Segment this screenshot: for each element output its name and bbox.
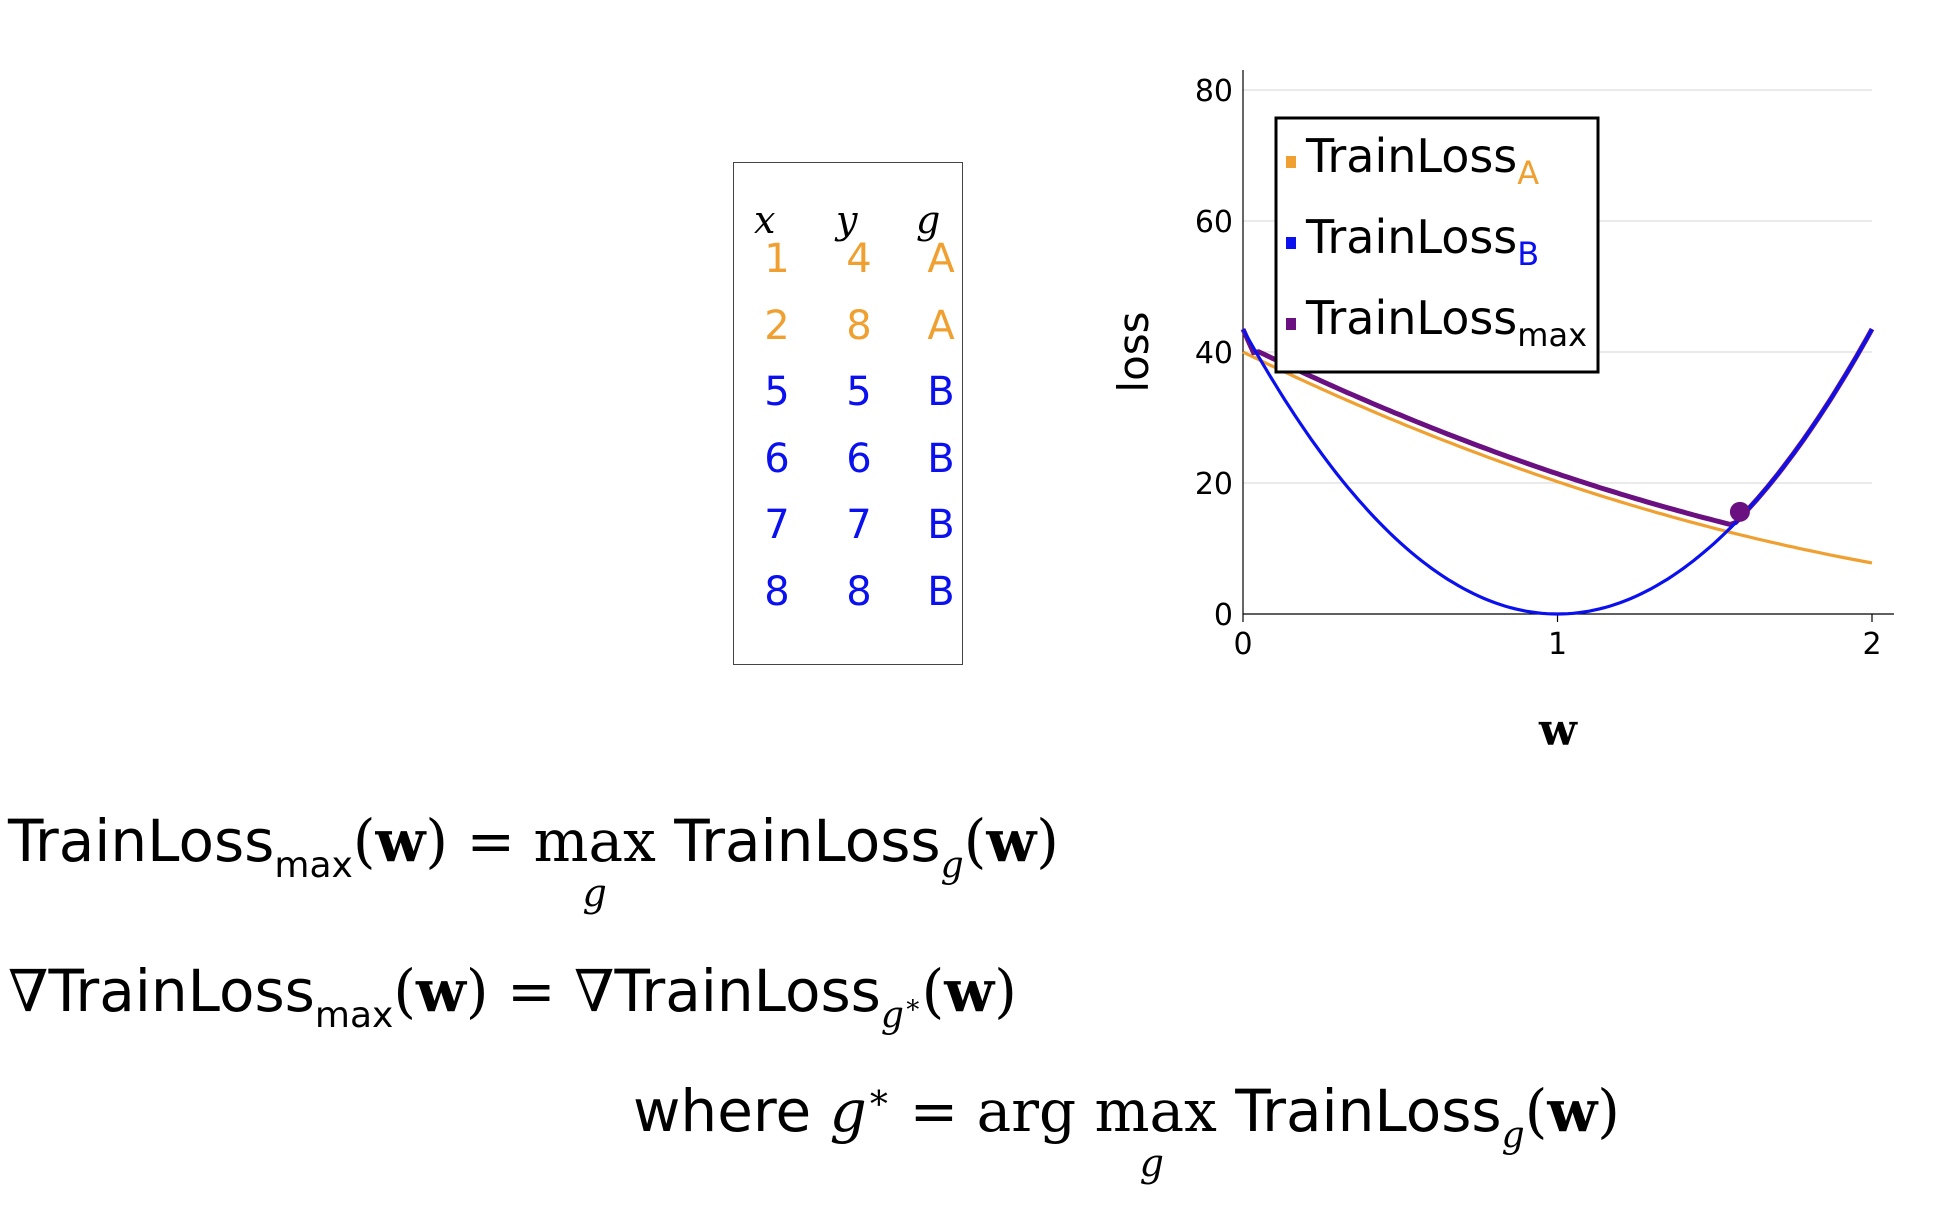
chart-series — [1240, 327, 1875, 616]
series-line-A — [1242, 350, 1873, 565]
nabla-symbol: ∇ — [8, 957, 49, 1025]
table-cell-y: 7 — [846, 502, 872, 548]
y-tick-label: 0 — [1214, 598, 1233, 633]
table-cell-g: B — [927, 502, 955, 548]
legend-label: TrainLossB — [1305, 210, 1539, 273]
chart-legend: TrainLossA TrainLossB TrainLossmax — [1274, 116, 1600, 374]
eq3-arg: w — [1547, 1077, 1598, 1145]
where-label: where — [633, 1077, 812, 1145]
y-tick-label: 40 — [1195, 336, 1233, 371]
table-cell-y: 8 — [846, 302, 872, 349]
eq1-max-op: max — [533, 807, 656, 875]
table-header-y: y — [836, 198, 858, 242]
eq1-arg: w — [375, 807, 426, 875]
eq1-rhs: TrainLoss — [674, 807, 941, 875]
x-tick-label: 0 — [1233, 627, 1252, 662]
legend-swatch — [1286, 318, 1296, 330]
table-cell-x: 2 — [764, 302, 790, 349]
eq2-rhs-arg: w — [944, 957, 995, 1025]
eq1-rhs-arg: w — [986, 807, 1037, 875]
eq1-max-under: g — [582, 871, 607, 915]
equation-gradient: ∇TrainLossmax(w) = ∇TrainLossg∗(w) — [8, 957, 1017, 1036]
x-tick-label: 1 — [1548, 627, 1567, 662]
table-cell-g: A — [927, 236, 955, 282]
eq3-rhs-sub: g — [1501, 1115, 1525, 1156]
table-cell-x: 5 — [764, 369, 790, 415]
table-cell-x: 1 — [764, 236, 790, 282]
table-cell-x: 8 — [764, 568, 790, 615]
equation-max-loss: TrainLossmax(w) = max g TrainLossg(w) — [8, 807, 1059, 915]
eq2-lhs: TrainLoss — [48, 957, 315, 1025]
argmax-under: g — [1139, 1141, 1164, 1185]
eq1-lhs: TrainLoss — [8, 807, 275, 875]
eq2-rhs-sub: g — [880, 995, 904, 1036]
equation-where: where g∗ = arg max g TrainLossg(w) — [633, 1077, 1620, 1185]
table-header-x: x — [754, 198, 776, 242]
eq2-lhs-sub: max — [314, 995, 394, 1036]
y-axis-label: loss — [1109, 311, 1158, 392]
table-cell-y: 6 — [846, 435, 872, 482]
legend-box — [1274, 116, 1600, 374]
argmax-op: arg max — [976, 1077, 1217, 1145]
series-line-B — [1241, 328, 1874, 616]
table-cell-g: A — [927, 302, 955, 349]
gstar-star: ∗ — [866, 1077, 892, 1118]
table-cell-y: 5 — [846, 369, 872, 415]
table-header-g: g — [916, 198, 941, 242]
data-table: x y g 1 4 A 2 8 A 5 5 B 6 6 B 7 7 B 8 8 B — [733, 162, 963, 665]
x-tick-label: 2 — [1862, 627, 1881, 662]
eq1-lhs-sub: max — [274, 845, 353, 886]
legend-swatch — [1286, 156, 1296, 168]
table-cell-y: 8 — [846, 568, 872, 615]
legend-swatch — [1286, 237, 1296, 249]
table-cell-y: 4 — [846, 236, 872, 282]
eq1-rhs-sub: g — [940, 845, 964, 886]
intersection-marker — [1729, 501, 1750, 522]
table-cell-x: 7 — [764, 502, 790, 548]
table-cell-g: B — [927, 369, 955, 415]
nabla-symbol-rhs: ∇ — [574, 957, 615, 1025]
gstar-g: g — [829, 1077, 867, 1145]
x-axis-label: w — [1538, 705, 1578, 756]
table-cell-g: B — [927, 568, 955, 615]
y-tick-label: 60 — [1195, 205, 1233, 240]
eq2-rhs-sup: ∗ — [903, 990, 922, 1020]
legend-label: TrainLossmax — [1305, 291, 1587, 354]
y-tick-label: 20 — [1195, 467, 1233, 502]
chart-ticks: 0 20 40 60 80 0 1 2 — [1195, 74, 1882, 662]
eq2-arg: w — [415, 957, 466, 1025]
table-cell-x: 6 — [764, 435, 790, 482]
eq3-rhs: TrainLoss — [1235, 1077, 1502, 1145]
legend-label: TrainLossA — [1305, 129, 1539, 192]
eq2-rhs: TrainLoss — [614, 957, 881, 1025]
table-cell-g: B — [927, 435, 955, 482]
y-tick-label: 80 — [1195, 74, 1233, 109]
